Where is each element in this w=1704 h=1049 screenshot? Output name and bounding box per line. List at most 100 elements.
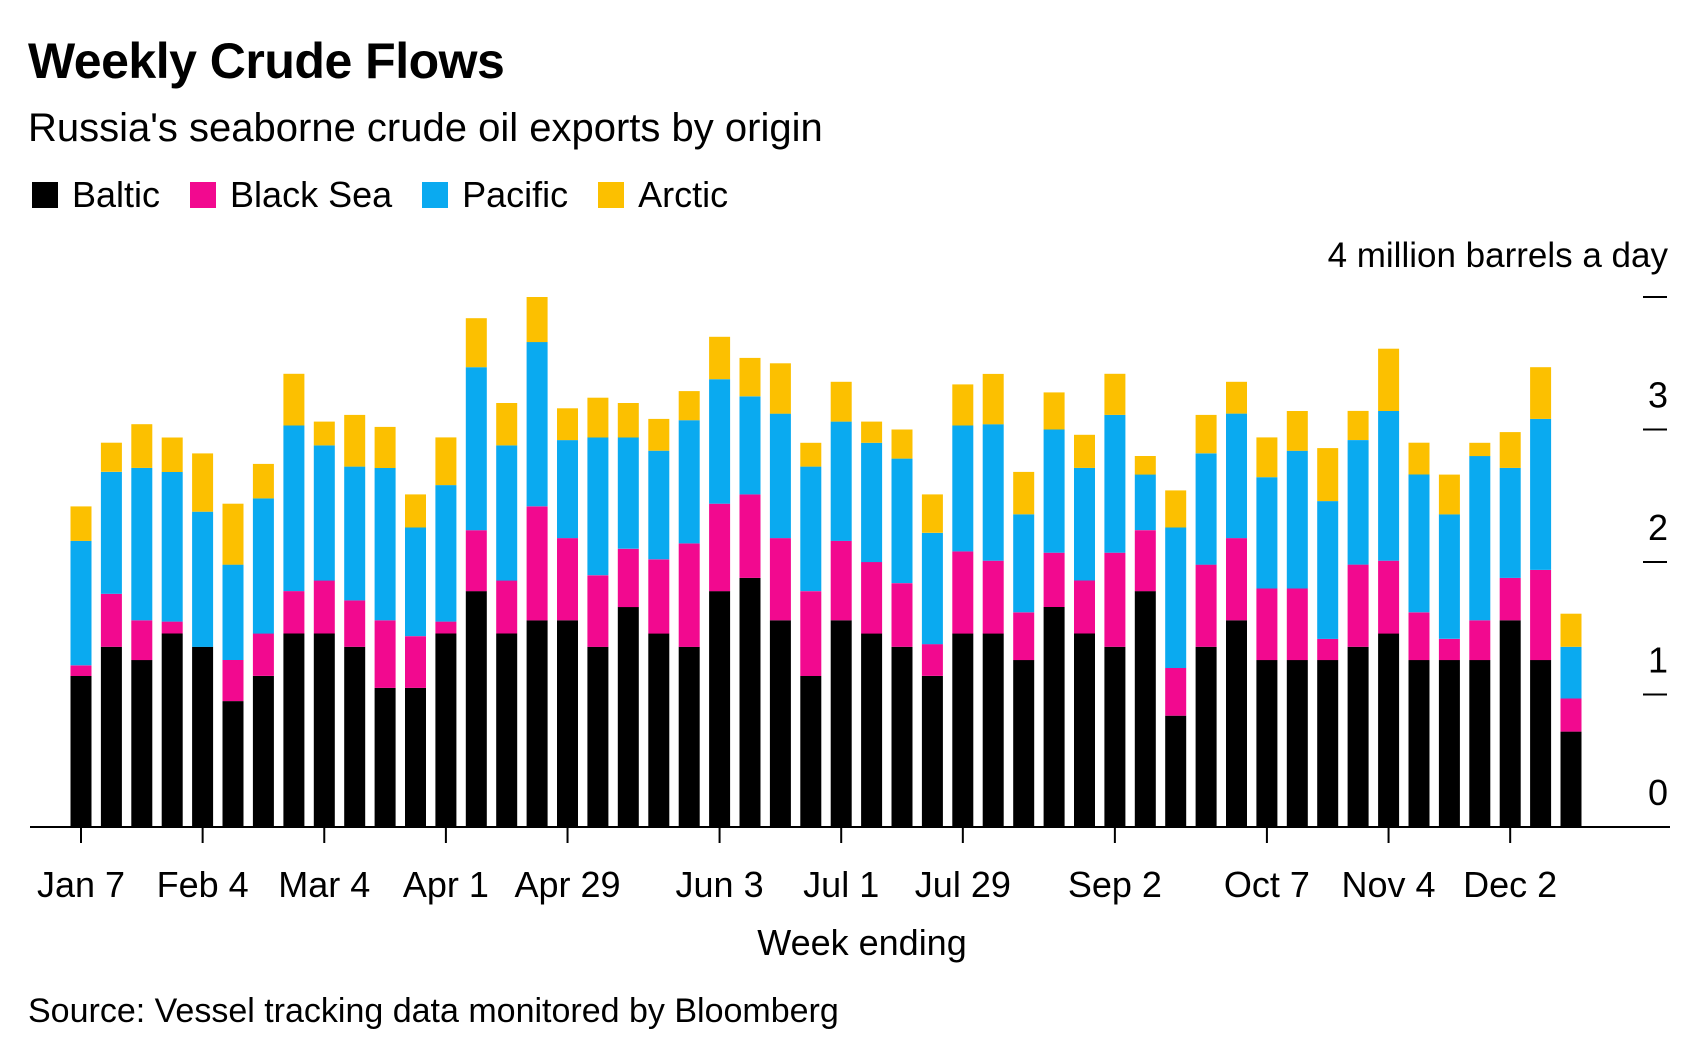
y-tick-label-3: 3 [1648,375,1668,416]
bar-baltic-jun-10 [739,577,761,827]
bar-baltic-jul-8 [861,633,883,827]
bar-pacific-apr-8 [465,367,487,531]
bar-arctic-sep-9 [1134,456,1156,475]
legend-swatch-black-sea [190,182,217,208]
bar-pacific-sep-2 [1104,414,1126,553]
y-axis-unit-label: 4 million barrels a day [1327,236,1668,275]
bar-pacific-nov-11 [1408,474,1430,613]
bar-black-sea-jan-14 [100,593,122,647]
bar-baltic-nov-18 [1438,660,1460,827]
bar-black-sea-aug-26 [1074,580,1095,634]
bar-stack-oct-28 [1347,410,1369,827]
bar-arctic-jan-7 [70,506,92,541]
bar-baltic-jun-3 [709,591,731,827]
bar-black-sea-mar-11 [344,600,366,647]
bar-stack-aug-12 [1013,471,1035,827]
x-tick-label-dec-2: Dec 2 [1463,864,1557,905]
bar-black-sea-apr-15 [496,580,518,634]
x-axis: Jan 7 Feb 4 Mar 4 Apr 1 Apr 29 Jun 3 Jul 1 Jul … [30,826,1670,905]
bar-black-sea-feb-18 [252,633,274,676]
bar-baltic-oct-28 [1347,646,1369,827]
bar-black-sea-sep-16 [1165,668,1187,716]
bar-arctic-mar-25 [405,494,426,528]
legend-item-black-sea: Black Sea [190,174,392,216]
bar-black-sea-apr-22 [526,506,548,621]
chart-subtitle: Russia's seaborne crude oil exports by o… [28,106,823,150]
bar-pacific-nov-18 [1438,514,1460,639]
bar-pacific-jun-10 [739,396,761,495]
bar-stack-dec-9 [1530,367,1552,827]
bar-stack-apr-15 [496,403,518,827]
bar-baltic-oct-14 [1286,660,1308,827]
bar-arctic-aug-26 [1074,434,1095,468]
bar-black-sea-jun-24 [800,591,822,676]
bar-pacific-sep-30 [1226,413,1247,539]
bar-arctic-mar-4 [313,421,335,446]
bar-arctic-apr-15 [496,403,518,446]
bar-arctic-may-13 [617,403,639,438]
x-tick-label-jun-3: Jun 3 [676,864,764,905]
bar-arctic-mar-18 [374,426,396,468]
bar-stack-jul-22 [921,494,943,827]
legend-swatch-baltic [32,182,58,208]
bar-pacific-apr-22 [526,342,548,507]
bar-arctic-aug-12 [1013,471,1035,515]
bar-stack-jul-15 [891,429,913,827]
bar-baltic-jul-29 [952,633,974,827]
bar-pacific-sep-16 [1165,527,1187,668]
bar-stack-aug-26 [1074,434,1095,827]
bar-stack-apr-8 [465,318,487,827]
bar-arctic-nov-4 [1378,348,1400,411]
bar-arctic-aug-19 [1043,392,1065,430]
bar-arctic-apr-1 [435,437,457,486]
x-tick-label-jul-29: Jul 29 [915,864,1011,905]
bar-baltic-sep-2 [1104,646,1126,827]
bars-group [70,297,1582,827]
x-tick-label-mar-4: Mar 4 [278,864,370,905]
bar-pacific-nov-25 [1469,456,1491,621]
bar-arctic-jan-28 [161,437,183,472]
bar-stack-jul-1 [830,381,852,827]
bar-baltic-aug-19 [1043,607,1065,827]
bar-arctic-aug-5 [982,373,1004,425]
bar-stack-jan-14 [100,442,122,827]
bar-stack-sep-9 [1134,456,1156,827]
bar-black-sea-jun-10 [739,494,761,578]
bar-arctic-may-6 [587,397,609,438]
bar-arctic-jul-1 [830,381,852,422]
bar-arctic-sep-23 [1195,414,1217,454]
bar-stack-sep-16 [1165,490,1187,827]
bar-arctic-oct-14 [1286,411,1308,451]
bar-stack-feb-4 [192,453,214,827]
bar-pacific-aug-19 [1043,429,1065,553]
bar-arctic-sep-30 [1226,381,1247,414]
bar-stack-aug-5 [982,373,1004,827]
x-tick-label-jan-7: Jan 7 [37,864,125,905]
bar-pacific-dec-9 [1530,418,1552,570]
bar-stack-jun-3 [709,336,731,827]
bar-black-sea-feb-25 [283,591,305,634]
bar-pacific-mar-11 [344,466,366,601]
bar-baltic-jan-14 [100,646,122,827]
bar-pacific-may-13 [617,437,639,549]
bar-pacific-apr-1 [435,485,457,622]
bar-stack-nov-25 [1469,442,1491,827]
bar-black-sea-oct-21 [1317,638,1339,661]
bar-black-sea-may-20 [648,559,670,634]
bar-arctic-sep-16 [1165,490,1187,528]
bar-baltic-sep-30 [1226,620,1247,827]
bar-stack-may-20 [648,418,670,827]
bar-black-sea-nov-18 [1438,638,1460,661]
bar-stack-nov-4 [1378,348,1400,827]
bar-stack-feb-11 [222,503,244,827]
bar-pacific-jul-8 [861,442,883,563]
bar-stack-mar-11 [344,414,366,827]
bar-arctic-apr-8 [465,318,487,368]
bar-black-sea-sep-23 [1195,564,1217,647]
legend-swatch-arctic [598,182,625,208]
bar-black-sea-apr-29 [557,538,578,621]
bar-pacific-jul-29 [952,425,974,552]
bar-baltic-nov-4 [1378,633,1400,827]
bar-arctic-jan-21 [131,424,153,468]
bar-arctic-oct-28 [1347,410,1369,440]
